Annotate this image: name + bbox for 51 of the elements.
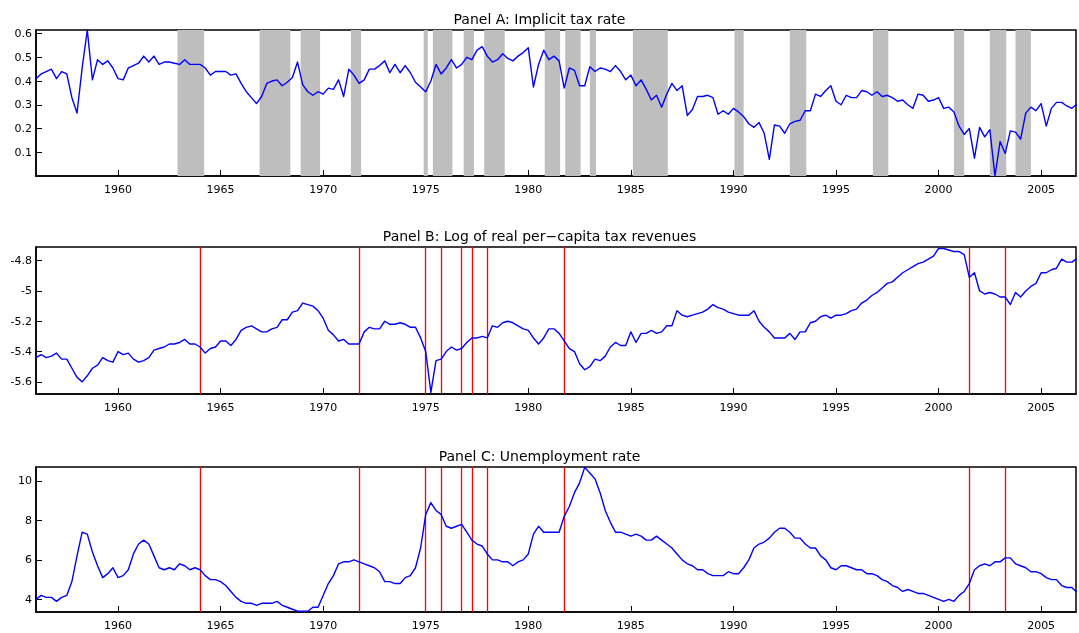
- y-tick-label: 10: [18, 474, 32, 488]
- x-tick-label: 2000: [924, 401, 953, 414]
- x-tick-label: 1995: [822, 619, 850, 632]
- x-tick-label: 1960: [104, 183, 133, 196]
- x-tick-label: 1980: [514, 401, 543, 414]
- y-tick-label: 4: [25, 592, 32, 606]
- chart-title: Panel C: Unemployment rate: [438, 448, 641, 464]
- line-series: [35, 29, 1077, 177]
- line-series: [35, 247, 1077, 394]
- y-tick-label: 0.6: [14, 27, 32, 41]
- x-tick-label: 1980: [514, 619, 543, 632]
- chart-title: Panel A: Implicit tax rate: [453, 11, 626, 27]
- x-tick-label: 1985: [616, 401, 645, 414]
- y-tick-label: -5.6: [10, 375, 32, 389]
- x-tick-label: 1960: [104, 619, 133, 632]
- x-tick-label: 1970: [309, 619, 338, 632]
- y-tick-label: 0.2: [14, 122, 32, 136]
- y-tick-label: -5.2: [10, 314, 32, 328]
- x-tick-label: 1975: [411, 619, 440, 632]
- x-tick-label: 1990: [719, 401, 748, 414]
- y-tick-label: 0.5: [14, 50, 32, 64]
- line-series: [35, 466, 1077, 612]
- x-tick-label: 1990: [719, 619, 748, 632]
- x-tick-label: 1970: [309, 183, 338, 196]
- x-tick-label: 1970: [309, 401, 338, 414]
- x-tick-label: 2005: [1027, 619, 1056, 632]
- y-tick-label: -4.8: [10, 254, 32, 268]
- y-tick-label: 6: [25, 553, 32, 567]
- x-tick-label: 1965: [206, 183, 235, 196]
- x-tick-label: 1960: [104, 401, 133, 414]
- x-tick-label: 1975: [411, 183, 440, 196]
- x-tick-label: 2005: [1027, 401, 1056, 414]
- y-tick-label: 0.3: [14, 98, 32, 112]
- x-tick-label: 2000: [924, 619, 953, 632]
- x-tick-label: 1995: [822, 183, 850, 196]
- x-tick-label: 1995: [822, 401, 850, 414]
- x-tick-label: 1965: [206, 619, 235, 632]
- y-tick-label: -5.4: [10, 345, 32, 359]
- y-tick-label: -5: [21, 284, 32, 298]
- chart-title: Panel B: Log of real per−capita tax revenues: [382, 228, 697, 244]
- x-tick-label: 1990: [719, 183, 748, 196]
- x-tick-label: 2005: [1027, 183, 1056, 196]
- x-tick-label: 1980: [514, 183, 543, 196]
- y-tick-label: 0.1: [14, 145, 32, 159]
- x-tick-label: 1965: [206, 401, 235, 414]
- y-tick-label: 8: [25, 513, 32, 527]
- x-tick-label: 1975: [411, 401, 440, 414]
- y-tick-label: 0.4: [14, 74, 32, 88]
- x-tick-label: 1985: [616, 619, 645, 632]
- x-tick-label: 1985: [616, 183, 645, 196]
- x-tick-label: 2000: [924, 183, 953, 196]
